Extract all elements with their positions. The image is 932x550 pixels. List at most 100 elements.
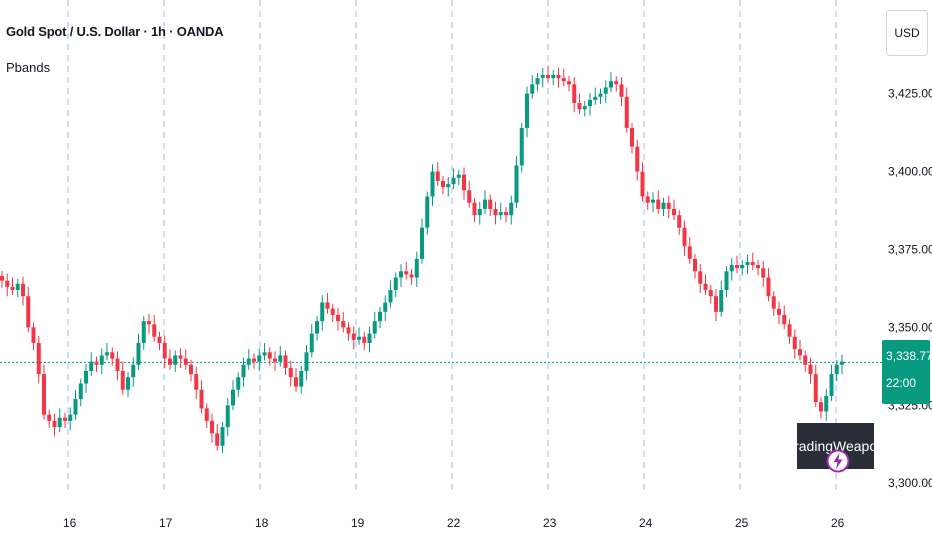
candle-body: [26, 296, 31, 328]
candle-body: [493, 208, 498, 216]
candle-body: [677, 215, 682, 228]
candle-body: [829, 374, 834, 396]
candle-body: [346, 327, 351, 334]
candle-body: [588, 99, 592, 107]
bar-countdown: 22:00: [886, 376, 917, 390]
candle-body: [766, 277, 771, 297]
candle-body: [136, 342, 141, 365]
candle-body: [462, 174, 466, 191]
candle-body: [735, 265, 739, 269]
time-tick-label: 19: [351, 516, 365, 530]
candle-body: [635, 146, 640, 172]
candle-body: [425, 196, 430, 228]
candle-body: [399, 271, 403, 278]
candle-body: [73, 399, 78, 415]
candle-body: [309, 333, 314, 353]
candle-body: [414, 258, 419, 278]
currency-button[interactable]: USD: [886, 10, 928, 56]
candle-body: [220, 427, 225, 446]
time-tick-label: 16: [63, 516, 77, 530]
candle-body: [630, 127, 634, 147]
candle-body: [126, 377, 130, 390]
candle-body: [99, 355, 104, 365]
candle-body: [708, 289, 713, 297]
candle-body: [619, 84, 624, 97]
candle-body: [189, 364, 193, 375]
candle-body: [388, 289, 393, 303]
candle-body: [152, 324, 157, 337]
candle-body: [519, 127, 524, 166]
candle-body: [15, 283, 20, 290]
candle-body: [110, 352, 115, 359]
time-tick-label: 23: [543, 516, 557, 530]
candle-body: [204, 408, 209, 421]
candle-body: [210, 420, 214, 434]
candle-body: [299, 371, 304, 387]
candle-body: [336, 314, 340, 322]
candle-body: [798, 349, 802, 356]
candle-body: [31, 327, 36, 343]
last-price-value: 3,338.770: [886, 349, 932, 363]
candle-body: [782, 314, 787, 325]
candle-body: [640, 171, 645, 197]
candle-body: [325, 302, 330, 309]
candle-body: [262, 352, 267, 356]
candle-body: [304, 352, 309, 372]
candle-body: [687, 246, 692, 259]
candle-body: [661, 202, 666, 209]
vertical-grid: [67, 0, 837, 492]
candle-body: [441, 180, 445, 188]
candle-body: [383, 302, 388, 312]
candle-body: [409, 274, 414, 278]
candle-body: [115, 358, 120, 372]
candle-body: [572, 84, 577, 104]
candle-body: [320, 302, 325, 322]
candle-body: [362, 336, 367, 343]
candle-body: [0, 275, 4, 281]
candle-body: [666, 202, 671, 209]
price-tick-label: 3,375.000: [888, 242, 932, 256]
indicator-name: Pbands: [6, 60, 51, 75]
candle-body: [656, 199, 661, 209]
candle-body: [514, 165, 519, 203]
price-tick-label: 3,400.000: [888, 165, 932, 179]
candle-body: [771, 296, 776, 309]
time-axis[interactable]: 16 17 18 19 22 23 24 25 26: [63, 516, 845, 530]
price-tick-label: 3,350.000: [888, 320, 932, 334]
candle-body: [120, 371, 125, 390]
candle-body: [94, 361, 99, 365]
price-tick-label: 3,300.000: [888, 476, 932, 490]
candle-body: [787, 324, 792, 337]
indicator-label[interactable]: Pbands: [6, 60, 50, 75]
candle-body: [446, 184, 451, 188]
candle-body: [315, 321, 319, 334]
candle-body: [509, 202, 514, 216]
candle-body: [294, 377, 298, 387]
candle-body: [593, 96, 598, 100]
candle-body: [78, 383, 83, 400]
candles: [0, 65, 844, 453]
candle-body: [834, 364, 839, 375]
candle-body: [36, 342, 41, 375]
candle-body: [530, 84, 535, 94]
candle-body: [157, 336, 162, 343]
candle-body: [540, 74, 545, 79]
candle-body: [729, 265, 734, 272]
candle-body: [561, 78, 566, 82]
price-axis[interactable]: 3,300.0003,325.0003,350.0003,375.0003,40…: [888, 87, 932, 491]
symbol-title[interactable]: Gold Spot / U.S. Dollar · 1h · OANDA: [6, 24, 224, 39]
candle-body: [703, 283, 708, 290]
candle-body: [745, 261, 750, 266]
candle-body: [252, 358, 256, 362]
candle-body: [435, 171, 440, 181]
candle-body: [141, 321, 146, 343]
candle-body: [819, 402, 823, 412]
candle-body: [472, 202, 477, 216]
candle-body: [215, 433, 220, 446]
candle-body: [504, 212, 508, 216]
candle-body: [241, 364, 246, 378]
candle-body: [84, 371, 88, 384]
candle-body: [225, 405, 230, 428]
candle-body: [609, 81, 613, 88]
